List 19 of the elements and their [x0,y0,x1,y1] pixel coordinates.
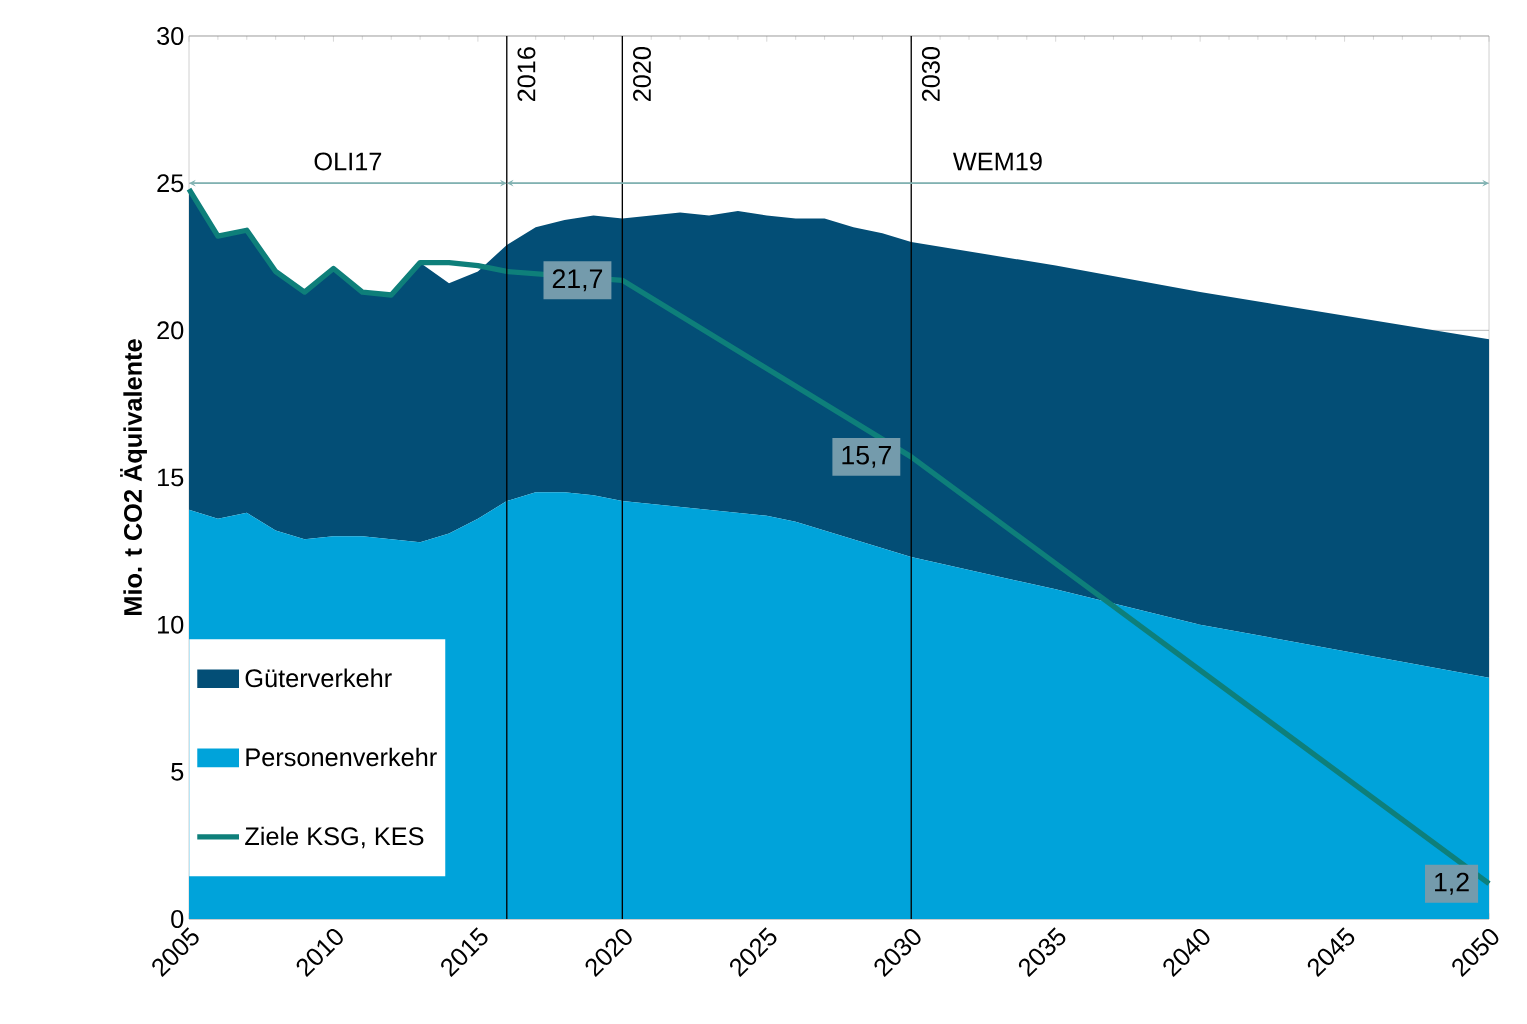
y-tick-label: 25 [157,174,184,193]
annotation: 15,7 [842,446,891,468]
y-tick-label: 20 [157,321,184,340]
y-tick-label: 10 [158,615,184,634]
y-tick-label: 15 [158,468,184,487]
ref-line-label: 2020 [633,47,651,102]
legend-label: Ziele KSG, KES [245,826,424,849]
y-tick-label: 30 [157,27,184,45]
ref-line-label: 2030 [921,47,940,102]
ref-line-label: 2016 [517,47,536,102]
y-axis-title: Mio. t CO2 Äquivalente [120,339,147,615]
annotation: 1,2 [1435,872,1469,895]
legend-label: Güterverkehr [245,668,392,688]
annotation: WEM19 [952,152,1042,171]
y-tick-label: 5 [171,763,184,781]
y-tick-label: 0 [171,910,184,928]
annotation: 21,7 [552,269,603,292]
annotation: OLI17 [314,152,382,171]
legend-label: Personenverkehr [246,747,437,767]
